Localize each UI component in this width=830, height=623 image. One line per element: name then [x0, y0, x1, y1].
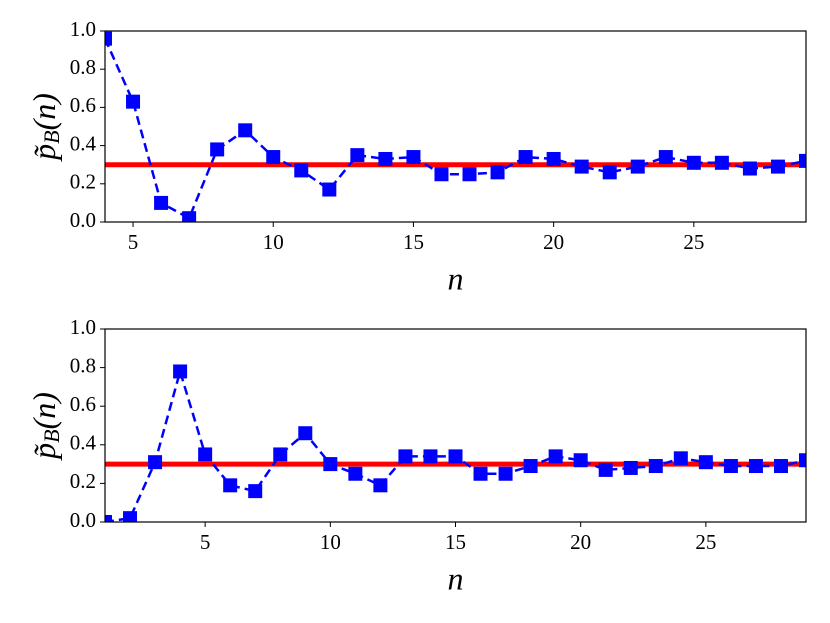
marker: [574, 159, 589, 174]
marker: [238, 123, 253, 138]
y-tick-label: 0.2: [70, 469, 96, 493]
marker: [723, 459, 738, 474]
marker: [658, 150, 673, 165]
marker: [770, 159, 785, 174]
marker: [598, 462, 613, 477]
marker: [154, 195, 169, 210]
marker: [448, 449, 463, 464]
marker: [223, 478, 238, 493]
y-tick-label: 0.0: [70, 208, 96, 232]
marker: [406, 150, 421, 165]
marker: [686, 155, 701, 170]
y-label-base: p̃: [26, 443, 62, 461]
marker: [198, 447, 213, 462]
x-tick-label: 5: [200, 530, 211, 554]
y-label-sub: B: [39, 429, 64, 442]
marker: [294, 163, 309, 178]
marker: [378, 151, 393, 166]
data-line: [105, 38, 806, 220]
axes-frame: [104, 30, 807, 223]
marker: [748, 459, 763, 474]
marker: [423, 449, 438, 464]
marker: [373, 478, 388, 493]
marker: [498, 466, 513, 481]
y-label-sub: B: [39, 130, 64, 143]
marker: [123, 511, 138, 522]
data-line: [105, 366, 806, 522]
marker: [799, 153, 806, 168]
marker: [742, 161, 757, 176]
x-tick-label: 25: [695, 530, 716, 554]
marker: [298, 426, 313, 441]
x-tick-label: 20: [543, 230, 564, 254]
marker: [273, 447, 288, 462]
axes-frame: [104, 328, 807, 523]
marker: [266, 150, 281, 165]
y-label-arg: (n): [26, 392, 62, 429]
y-tick-label: 0.4: [70, 431, 97, 455]
marker: [673, 451, 688, 466]
x-tick-label: 15: [403, 230, 424, 254]
marker: [648, 459, 663, 474]
x-tick-label: 5: [128, 230, 139, 254]
plot-area: [105, 364, 806, 522]
marker: [350, 148, 365, 163]
marker: [182, 211, 197, 222]
y-tick-label: 1.0: [70, 315, 96, 339]
marker: [148, 455, 163, 470]
plot-area: [105, 31, 806, 222]
y-tick-label: 0.0: [70, 508, 96, 532]
x-axis-label: n: [448, 560, 464, 596]
y-tick-label: 0.6: [70, 392, 96, 416]
marker: [348, 466, 363, 481]
marker: [490, 165, 505, 180]
marker: [473, 466, 488, 481]
marker: [546, 151, 561, 166]
x-tick-label: 15: [445, 530, 466, 554]
y-tick-label: 0.6: [70, 93, 96, 117]
x-axis-label: n: [448, 260, 464, 296]
marker: [323, 457, 338, 472]
marker: [698, 455, 713, 470]
marker: [322, 182, 337, 197]
marker: [105, 515, 112, 522]
marker: [248, 484, 263, 499]
x-tick-label: 10: [320, 530, 341, 554]
marker: [434, 167, 449, 182]
marker: [398, 449, 413, 464]
marker: [523, 459, 538, 474]
x-tick-label: 25: [683, 230, 704, 254]
marker: [573, 453, 588, 468]
marker: [462, 167, 477, 182]
marker: [210, 142, 225, 157]
y-axis-label: p̃B(n): [26, 93, 64, 162]
marker: [105, 31, 112, 46]
marker: [173, 364, 188, 379]
marker: [714, 155, 729, 170]
marker: [518, 150, 533, 165]
y-label-arg: (n): [26, 93, 62, 130]
marker: [623, 460, 638, 475]
y-label-base: p̃: [26, 144, 62, 162]
x-tick-label: 10: [263, 230, 284, 254]
marker: [799, 453, 806, 468]
marker: [773, 459, 788, 474]
y-tick-label: 1.0: [70, 17, 96, 41]
marker: [126, 94, 141, 109]
y-tick-label: 0.2: [70, 170, 96, 194]
x-tick-label: 20: [570, 530, 591, 554]
marker: [548, 449, 563, 464]
marker: [602, 165, 617, 180]
marker: [630, 159, 645, 174]
y-tick-label: 0.8: [70, 353, 96, 377]
y-tick-label: 0.8: [70, 55, 96, 79]
y-axis-label: p̃B(n): [26, 392, 64, 461]
y-tick-label: 0.4: [70, 131, 97, 155]
